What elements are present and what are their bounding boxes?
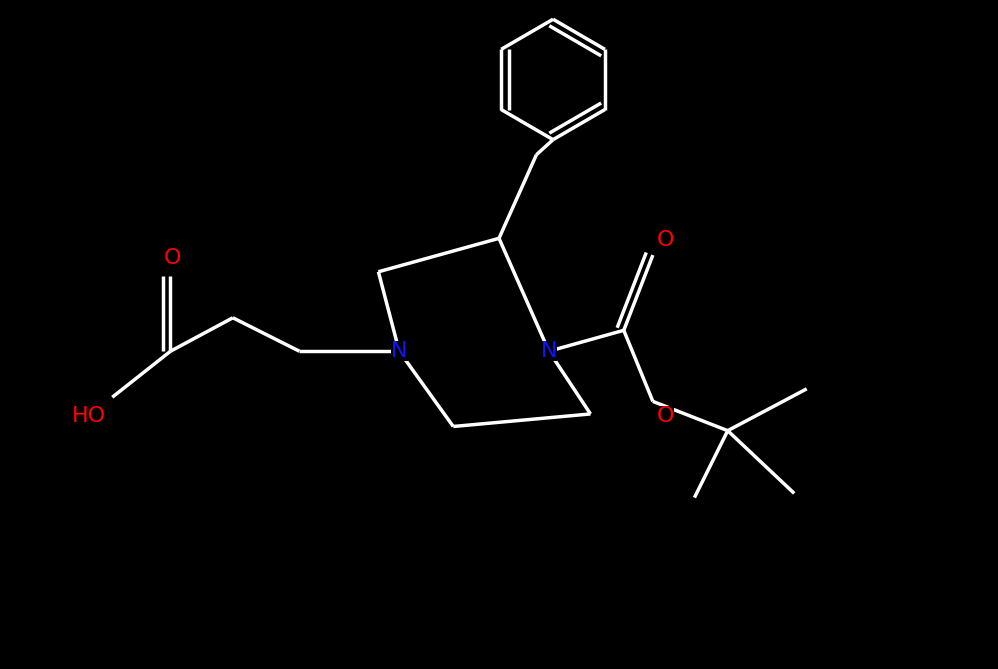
Text: N: N [391, 341, 407, 361]
Text: O: O [657, 407, 674, 426]
Text: N: N [541, 341, 557, 361]
Text: O: O [657, 230, 674, 250]
Text: O: O [165, 248, 182, 268]
Text: HO: HO [72, 405, 106, 425]
